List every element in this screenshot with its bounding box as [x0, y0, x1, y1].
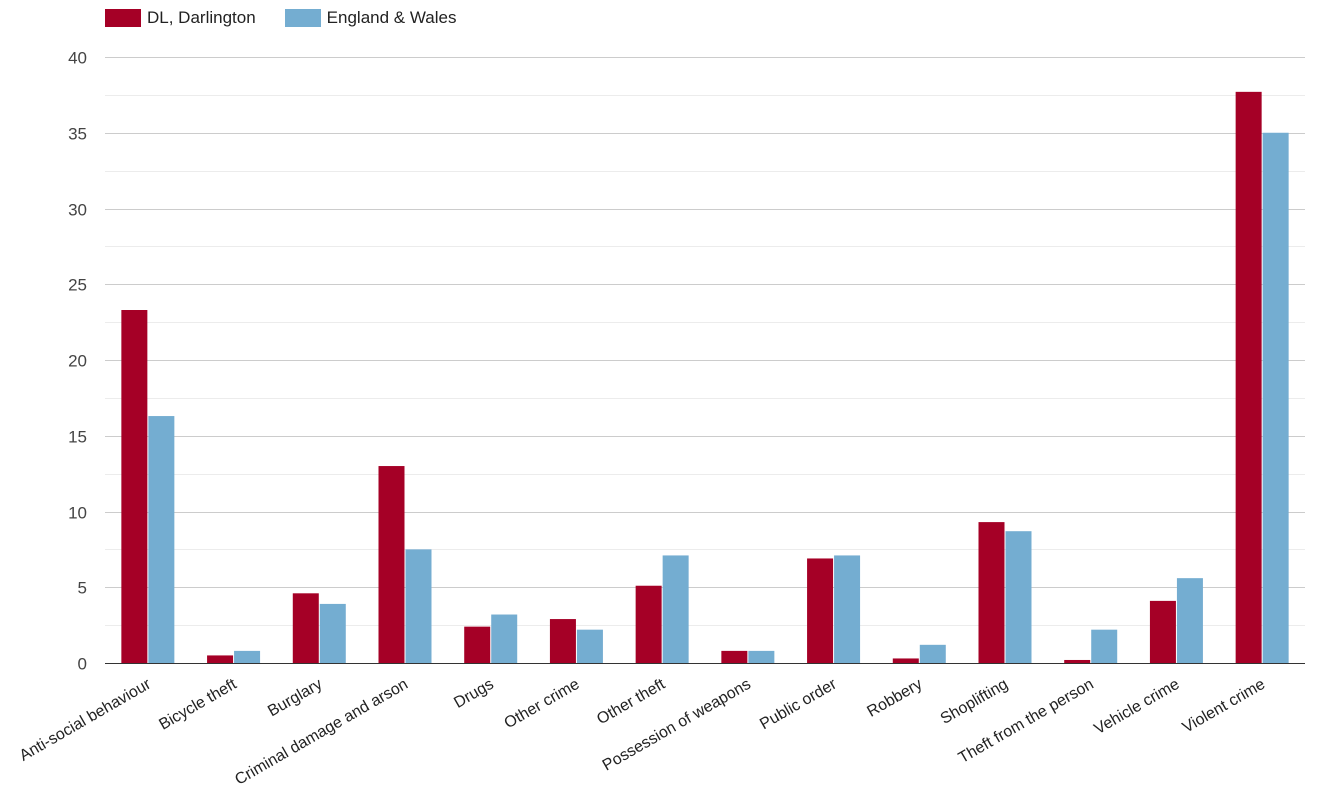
bar-darlington[interactable] [1149, 600, 1176, 663]
bar-darlington[interactable] [1064, 659, 1091, 663]
bar-darlington[interactable] [721, 650, 748, 663]
y-tick-label: 20 [68, 352, 87, 371]
x-tick-label: Drugs [451, 676, 496, 712]
y-tick-label: 10 [68, 504, 87, 523]
bar-darlington[interactable] [464, 626, 491, 663]
bar-darlington[interactable] [378, 466, 405, 663]
bar-england-wales[interactable] [148, 416, 175, 663]
legend-label-darlington: DL, Darlington [147, 8, 256, 27]
x-tick-label: Bicycle theft [156, 675, 240, 733]
legend-item-england-wales[interactable]: England & Wales [284, 8, 457, 28]
y-tick-label: 30 [68, 201, 87, 220]
x-tick-labels: Anti-social behaviour Bicycle theft Burgla… [17, 675, 1269, 788]
bar-england-wales[interactable] [662, 555, 689, 663]
y-tick-label: 0 [78, 655, 87, 674]
bar-darlington[interactable] [121, 310, 148, 663]
x-tick-label: Robbery [864, 676, 925, 721]
bar-england-wales[interactable] [234, 650, 261, 663]
bar-darlington[interactable] [207, 655, 234, 663]
y-tick-label: 25 [68, 276, 87, 295]
legend-swatch-england-wales [284, 9, 321, 27]
x-tick-label: Anti-social behaviour [17, 675, 155, 764]
bar-darlington[interactable] [892, 658, 919, 663]
bar-england-wales[interactable] [405, 549, 432, 663]
bar-darlington[interactable] [978, 522, 1005, 663]
bar-england-wales[interactable] [491, 614, 518, 663]
y-tick-label: 15 [68, 428, 87, 447]
x-tick-label: Shoplifting [938, 676, 1011, 728]
legend-item-darlington[interactable]: DL, Darlington [105, 8, 256, 28]
x-tick-label: Other theft [594, 675, 668, 728]
y-tick-label: 35 [68, 125, 87, 144]
x-tick-label: Violent crime [1180, 676, 1268, 737]
legend-swatch-darlington [105, 9, 141, 27]
bar-darlington[interactable] [549, 619, 576, 663]
bar-england-wales[interactable] [1005, 531, 1032, 663]
bar-england-wales[interactable] [576, 629, 603, 663]
y-tick-label: 5 [78, 579, 87, 598]
x-tick-label: Burglary [265, 676, 325, 721]
bar-darlington[interactable] [635, 585, 662, 663]
bar-darlington[interactable] [292, 593, 319, 663]
bar-england-wales[interactable] [1091, 629, 1118, 663]
legend-label-england-wales: England & Wales [326, 8, 457, 27]
bar-england-wales[interactable] [834, 555, 861, 663]
x-tick-label: Criminal damage and arson [232, 676, 411, 789]
bar-england-wales[interactable] [319, 603, 346, 663]
bar-darlington[interactable] [807, 558, 834, 663]
bars [121, 91, 1289, 664]
x-tick-label: Other crime [502, 676, 583, 733]
chart-legend: DL, Darlington England & Wales [105, 7, 485, 29]
bar-england-wales[interactable] [1176, 578, 1203, 663]
bar-england-wales[interactable] [748, 650, 775, 663]
bar-england-wales[interactable] [919, 644, 946, 663]
bar-england-wales[interactable] [1262, 132, 1289, 663]
x-tick-label: Public order [757, 675, 840, 733]
x-tick-label: Vehicle crime [1092, 676, 1183, 738]
x-tick-label: Possession of weapons [600, 676, 754, 775]
y-tick-labels: 0 5 10 15 20 25 30 35 40 [68, 49, 87, 674]
y-tick-label: 40 [68, 49, 87, 68]
bar-darlington[interactable] [1235, 91, 1262, 664]
gridlines [105, 57, 1305, 626]
